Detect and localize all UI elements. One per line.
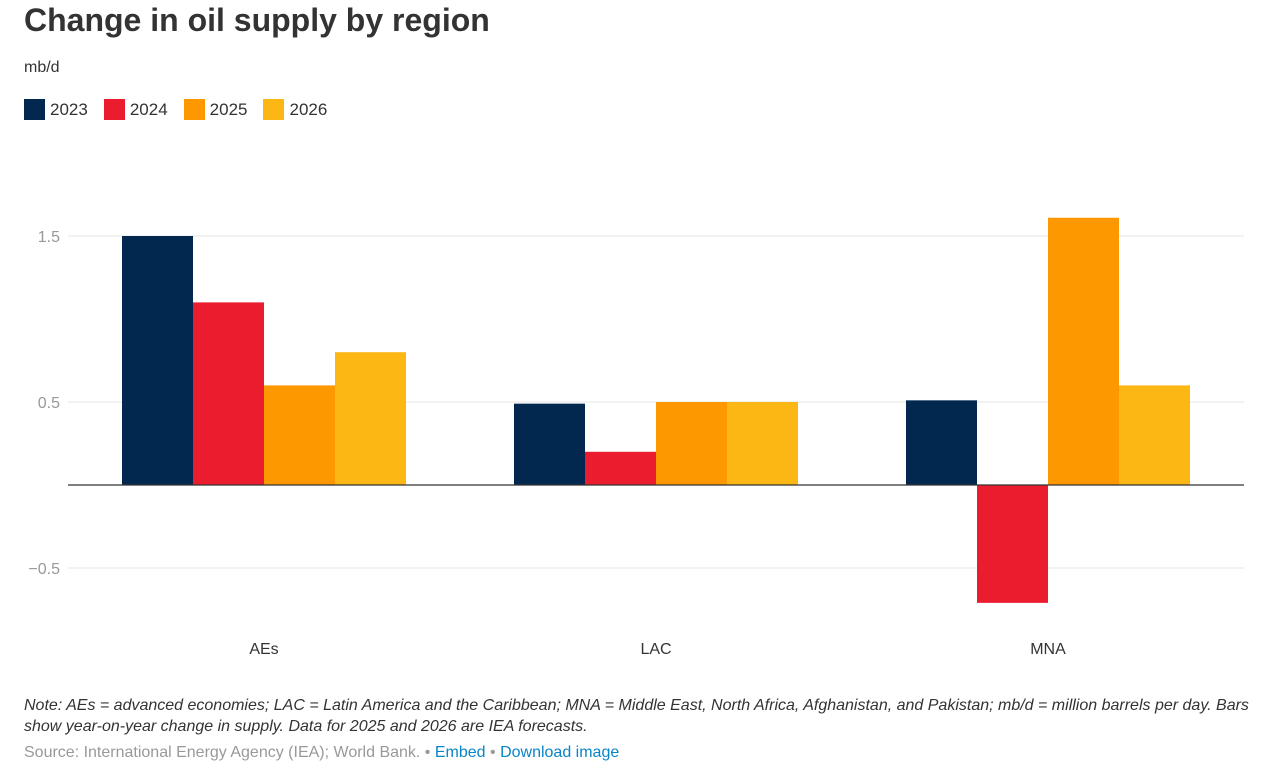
x-category-label: LAC [640, 641, 671, 658]
bar-lac-2024[interactable] [585, 451, 656, 485]
legend-swatch [263, 99, 285, 120]
bar-mna-2026[interactable] [1119, 385, 1190, 485]
separator: • [490, 744, 501, 761]
legend-swatch [183, 99, 205, 120]
x-category-label: MNA [1030, 641, 1066, 658]
embed-link[interactable]: Embed [434, 744, 486, 761]
y-tick-label: −0.5 [28, 561, 60, 578]
legend-label: 2025 [209, 99, 248, 119]
legend-label: 2023 [50, 99, 88, 119]
bar-mna-2025[interactable] [1048, 217, 1119, 486]
legend-swatch [103, 99, 125, 120]
bar-lac-2025[interactable] [656, 402, 727, 485]
legend-swatch [24, 99, 45, 120]
bar-aes-2026[interactable] [335, 352, 406, 485]
legend-item-2023[interactable]: 2023 [24, 99, 88, 120]
source-line: Source: International Energy Agency (IEA… [24, 744, 619, 762]
bar-mna-2023[interactable] [906, 400, 977, 485]
y-tick-label: 0.5 [38, 395, 60, 412]
x-axis-labels: AEs LAC MNA [249, 641, 1066, 658]
bar-aes-2025[interactable] [264, 385, 335, 485]
x-category-label: AEs [249, 641, 278, 658]
legend: 2023 2024 2025 2026 [24, 99, 343, 120]
legend-item-2024[interactable]: 2024 [103, 99, 168, 120]
legend-label: 2026 [289, 99, 328, 119]
chart-title: Change in oil supply by region [24, 2, 490, 38]
bars [122, 217, 1190, 603]
bar-aes-2024[interactable] [193, 302, 264, 485]
unit-label: mb/d [24, 59, 60, 76]
bar-lac-2023[interactable] [514, 403, 585, 485]
separator: • [420, 744, 435, 761]
y-axis-ticks: −0.5 0.5 1.5 [28, 229, 60, 578]
legend-label: 2024 [129, 99, 168, 119]
y-tick-label: 1.5 [38, 229, 60, 246]
bar-lac-2026[interactable] [727, 402, 798, 485]
source-text: Source: International Energy Agency (IEA… [24, 744, 421, 761]
bar-mna-2024[interactable] [977, 485, 1048, 603]
legend-item-2026[interactable]: 2026 [263, 99, 327, 120]
legend-item-2025[interactable]: 2025 [183, 99, 248, 120]
bar-aes-2023[interactable] [122, 236, 193, 485]
download-image-link[interactable]: Download image [500, 744, 620, 761]
chart-note: Note: AEs = advanced economies; LAC = La… [24, 697, 1249, 735]
